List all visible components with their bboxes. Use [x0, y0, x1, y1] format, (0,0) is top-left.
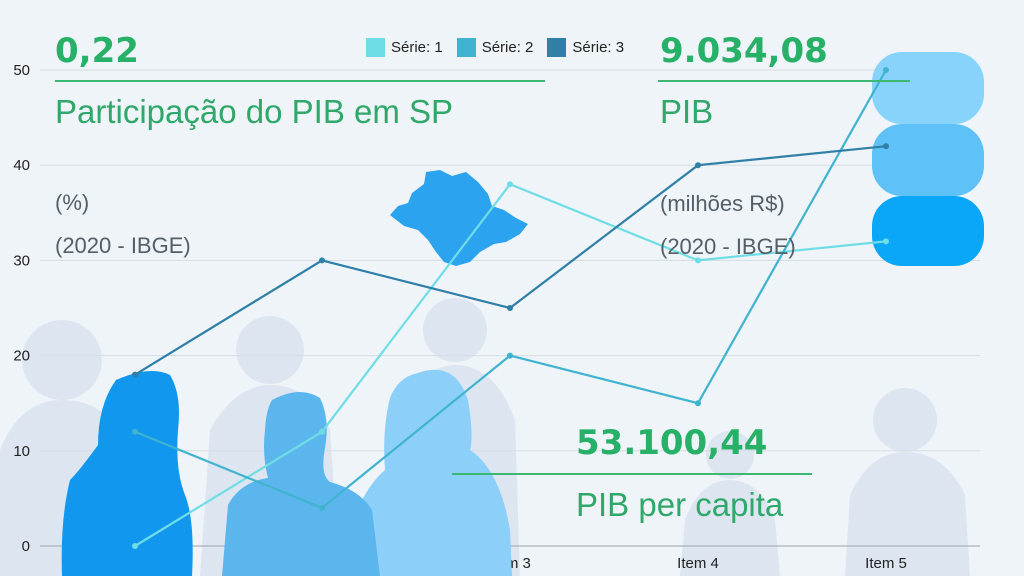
- series-2-point: [695, 400, 701, 407]
- legend-label-3: Série: 3: [572, 39, 625, 56]
- share-source: (2020 - IBGE): [55, 233, 191, 258]
- pill-light: [872, 52, 984, 124]
- series-3-point: [883, 143, 889, 150]
- pib-source: (2020 - IBGE): [660, 234, 796, 259]
- x-tick-label: Item 4: [677, 555, 719, 572]
- series-1-point: [883, 238, 889, 245]
- series-3-point: [507, 305, 513, 311]
- per-capita-label: PIB per capita: [576, 486, 784, 523]
- legend: Série: 1 Série: 2 Série: 3: [366, 38, 624, 57]
- legend-swatch-2: [456, 38, 476, 57]
- share-value: 0,22: [55, 31, 139, 71]
- series-1-point: [695, 257, 701, 264]
- x-tick-label: Item 5: [865, 555, 907, 572]
- share-unit: (%): [55, 190, 90, 215]
- legend-item-3: Série: 3: [547, 38, 624, 57]
- y-tick-label: 50: [13, 62, 30, 79]
- gridlines: [40, 69, 980, 547]
- legend-label-1: Série: 1: [391, 39, 443, 56]
- legend-label-2: Série: 2: [481, 39, 534, 56]
- series-layer: [132, 67, 889, 549]
- people-silhouettes-icon: [61, 369, 512, 576]
- pib-rule: [658, 80, 910, 82]
- y-tick-label: 30: [13, 252, 30, 269]
- per-capita-rule: [452, 473, 812, 475]
- series-3-point: [319, 257, 325, 264]
- y-tick-label: 10: [13, 443, 30, 460]
- pill-dark: [872, 196, 984, 266]
- pib-value: 9.034,08: [660, 31, 828, 71]
- pib-unit: (milhões R$): [660, 191, 785, 216]
- per-capita-value: 53.100,44: [576, 423, 768, 463]
- series-1-point: [319, 428, 325, 435]
- y-tick-label: 40: [13, 157, 30, 174]
- series-3-point: [695, 162, 701, 169]
- pib-label: PIB: [660, 93, 714, 130]
- y-axis: 0 10 20 30 40 50: [13, 62, 30, 555]
- series-1-point: [132, 543, 138, 549]
- legend-swatch-1: [366, 38, 385, 57]
- y-tick-label: 20: [13, 348, 30, 365]
- pill-mid: [872, 124, 984, 196]
- share-label: Participação do PIB em SP: [55, 93, 454, 130]
- series-2-point: [319, 504, 325, 511]
- series-2-point: [507, 352, 513, 359]
- sao-paulo-map-icon: [390, 170, 528, 266]
- series-3-point: [132, 371, 138, 378]
- legend-swatch-3: [547, 38, 567, 57]
- y-tick-label: 0: [22, 538, 30, 555]
- legend-item-1: Série: 1: [366, 38, 443, 57]
- series-2-point: [883, 67, 889, 73]
- series-1-point: [507, 181, 513, 188]
- series-2-point: [132, 428, 138, 435]
- share-rule: [55, 80, 545, 82]
- legend-item-2: Série: 2: [456, 38, 534, 57]
